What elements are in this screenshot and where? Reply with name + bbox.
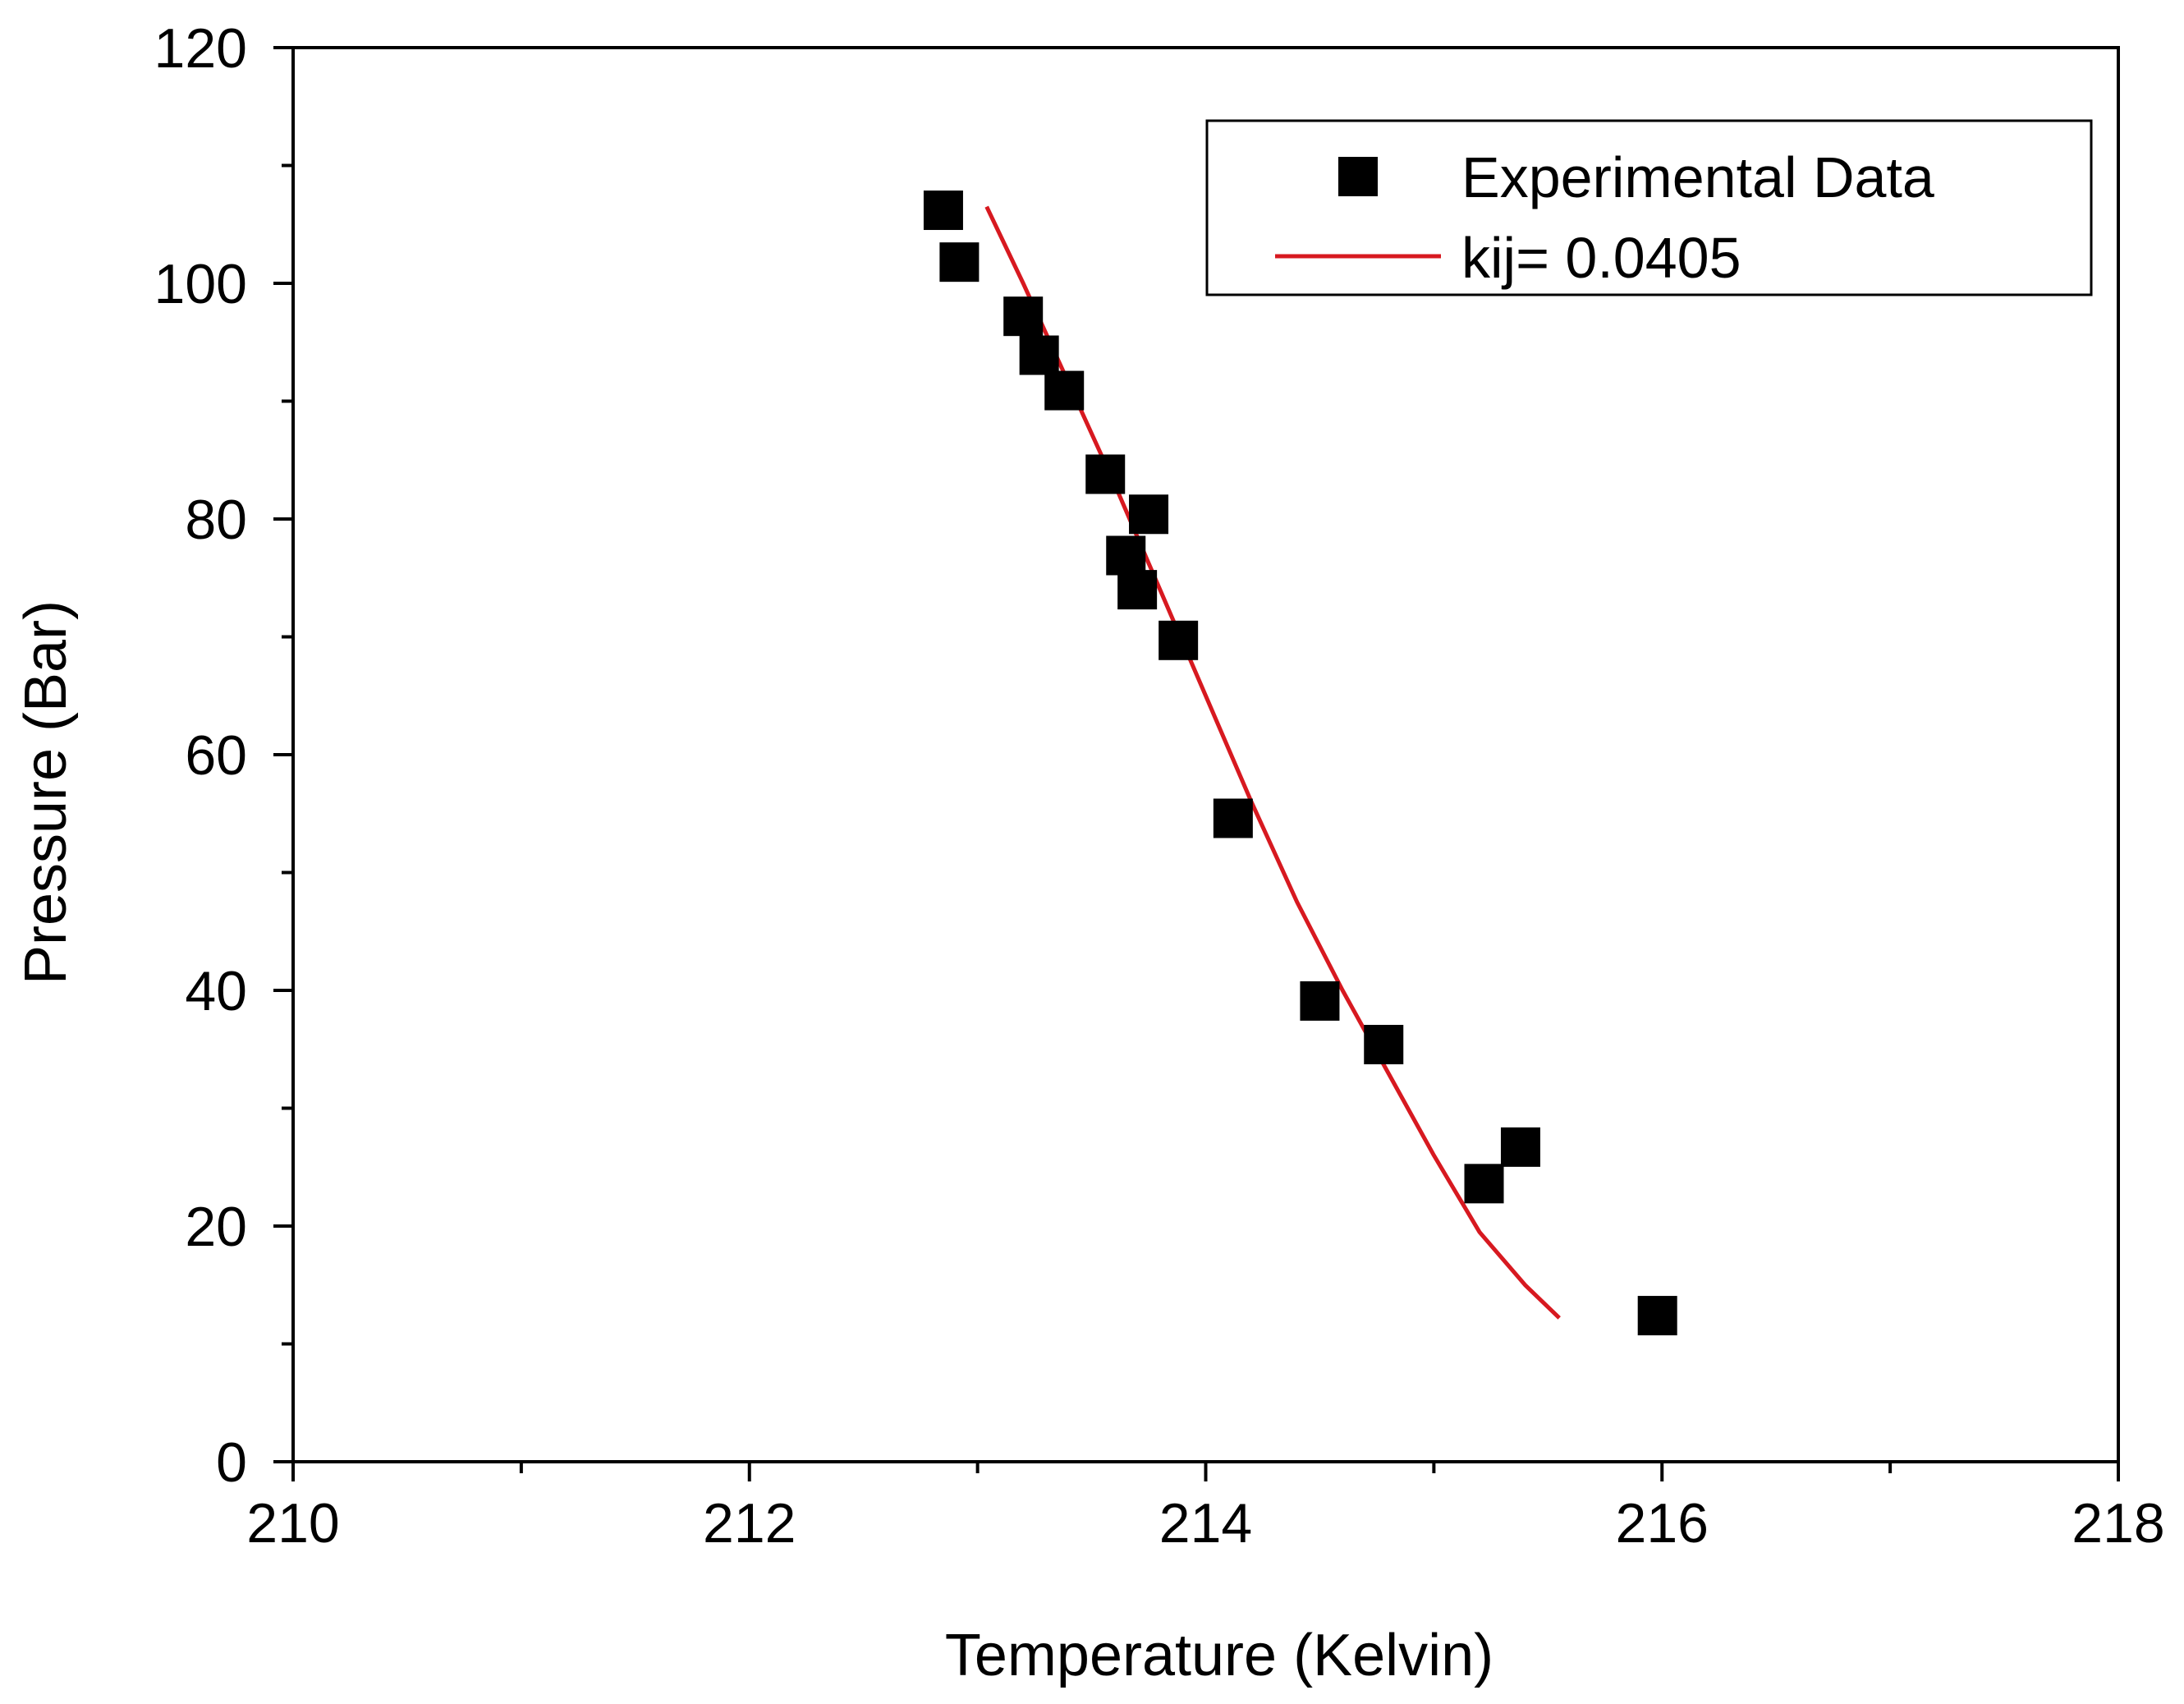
legend-box <box>1205 119 2093 296</box>
legend-marker-experimental-data <box>1338 157 1378 196</box>
x-tick-label: 214 <box>1159 1492 1252 1555</box>
x-tick-label: 216 <box>1616 1492 1709 1555</box>
y-tick-label: 100 <box>154 253 247 315</box>
data-point <box>1003 296 1044 337</box>
y-tick-label: 80 <box>185 489 247 551</box>
legend-label-kij: kij= 0.0405 <box>1461 226 1741 290</box>
data-point <box>939 242 980 282</box>
data-point <box>1300 981 1340 1021</box>
y-axis-title: Pressure (Bar) <box>13 600 79 985</box>
data-point <box>923 191 963 231</box>
legend-label-experimental-data: Experimental Data <box>1461 145 1934 209</box>
y-tick-label: 40 <box>185 960 247 1022</box>
x-axis-title: Temperature (Kelvin) <box>945 1623 1493 1688</box>
y-tick-label: 0 <box>216 1431 247 1494</box>
data-point <box>1213 798 1253 838</box>
data-point <box>1500 1127 1540 1167</box>
x-tick-label: 212 <box>703 1492 796 1555</box>
axes-layer: 210 212 214 216 218 0 20 40 60 80 100 120 <box>154 17 2165 1555</box>
data-point <box>1159 620 1199 660</box>
data-point <box>1637 1296 1677 1336</box>
data-point <box>1106 535 1146 576</box>
data-point <box>1364 1025 1404 1065</box>
y-tick-label: 20 <box>185 1196 247 1258</box>
legend: Experimental Data kij= 0.0405 <box>1205 119 2093 296</box>
data-layer <box>923 191 1677 1336</box>
x-tick-label: 218 <box>2072 1492 2164 1555</box>
y-tick-label: 60 <box>185 724 247 787</box>
data-point <box>1019 335 1059 375</box>
data-point <box>1117 570 1158 610</box>
data-point <box>1129 494 1169 535</box>
x-tick-label: 210 <box>246 1492 339 1555</box>
data-point <box>1464 1164 1504 1204</box>
y-tick-label: 120 <box>154 17 247 80</box>
data-point <box>1044 370 1085 411</box>
data-point <box>1085 454 1126 494</box>
